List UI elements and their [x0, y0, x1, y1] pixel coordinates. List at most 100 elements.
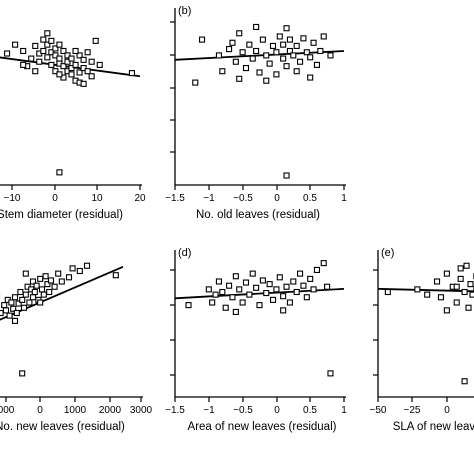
data-point [56, 41, 63, 48]
data-point [276, 274, 283, 281]
data-point [31, 288, 38, 296]
data-point [44, 30, 51, 37]
data-point [42, 273, 49, 280]
data-point [36, 58, 43, 65]
data-point [6, 312, 13, 319]
data-point [96, 61, 103, 68]
data-point [64, 58, 71, 65]
data-point [80, 56, 87, 63]
data-point [443, 307, 450, 314]
data-point [28, 55, 35, 62]
data-point [47, 277, 55, 284]
x-tick-label: −50 [370, 405, 387, 416]
x-tick-label: 0 [444, 405, 450, 416]
data-point [280, 293, 287, 300]
data-point [68, 71, 75, 78]
data-point [293, 42, 300, 49]
data-point [185, 302, 192, 309]
data-point [290, 278, 297, 285]
data-point [232, 58, 239, 65]
data-point [457, 275, 464, 282]
x-tick-label: 20 [134, 193, 146, 204]
x-tick-label: 3000 [130, 405, 153, 416]
data-point [205, 286, 212, 293]
panel-label: (d) [178, 247, 191, 259]
data-point [276, 33, 283, 40]
data-point [467, 281, 474, 288]
data-point [219, 288, 226, 296]
data-point [72, 47, 79, 55]
data-point [44, 54, 51, 61]
data-point [256, 302, 263, 309]
data-point [269, 296, 277, 303]
data-point [283, 172, 290, 179]
data-point [249, 270, 256, 277]
data-point [236, 75, 243, 82]
x-tick-label: 10 [91, 193, 103, 204]
data-point [253, 47, 260, 55]
data-point [20, 47, 27, 55]
panel-label: (b) [178, 5, 191, 17]
data-point [1, 302, 8, 309]
data-point [76, 69, 83, 76]
x-tick-label: 000 [0, 405, 15, 416]
x-axis-label: Stem diameter (residual) [0, 209, 123, 221]
data-point [259, 277, 266, 284]
x-tick-label: −1.5 [165, 193, 185, 204]
data-point [52, 52, 59, 59]
data-point [226, 46, 233, 53]
data-point [269, 42, 277, 49]
x-axis-label: No. old leaves (residual) [196, 209, 320, 221]
data-point [229, 294, 236, 301]
data-point [20, 304, 28, 311]
data-point [226, 282, 233, 289]
x-tick-label: −1 [203, 405, 215, 416]
data-point [320, 33, 327, 40]
data-point [44, 41, 51, 48]
data-point [69, 265, 76, 272]
data-point [51, 283, 58, 290]
data-point [273, 49, 280, 56]
data-point [88, 73, 95, 80]
data-point [198, 36, 206, 43]
data-point [222, 304, 229, 311]
data-point [263, 77, 270, 84]
data-point [48, 49, 55, 56]
data-point [232, 308, 239, 316]
data-point [263, 52, 270, 59]
data-point [327, 370, 334, 377]
data-point [286, 47, 293, 55]
data-point [40, 36, 47, 43]
data-point [192, 79, 199, 86]
data-point [52, 45, 59, 52]
data-point [26, 299, 33, 306]
x-tick-label: 0.5 [303, 193, 317, 204]
data-point [68, 65, 75, 72]
data-point [256, 69, 263, 76]
data-point [286, 36, 293, 43]
data-point [4, 50, 11, 57]
data-point [307, 275, 314, 282]
data-point [300, 282, 307, 289]
data-point [242, 65, 250, 72]
data-point [40, 47, 47, 55]
data-point [286, 299, 293, 306]
data-point [22, 270, 29, 277]
data-point [242, 279, 250, 286]
data-point [88, 58, 95, 65]
x-tick-label: 1 [341, 405, 347, 416]
data-point [297, 58, 304, 65]
data-point [293, 288, 300, 296]
x-tick-label: −0.5 [233, 405, 253, 416]
data-point [44, 281, 51, 288]
data-point [437, 294, 445, 301]
data-point [56, 169, 63, 176]
data-point [232, 273, 239, 280]
data-point [37, 299, 44, 306]
x-tick-label: 2000 [99, 405, 122, 416]
data-point [433, 278, 441, 285]
data-point [19, 296, 26, 303]
data-point [83, 262, 91, 269]
x-tick-label: 1 [341, 193, 347, 204]
